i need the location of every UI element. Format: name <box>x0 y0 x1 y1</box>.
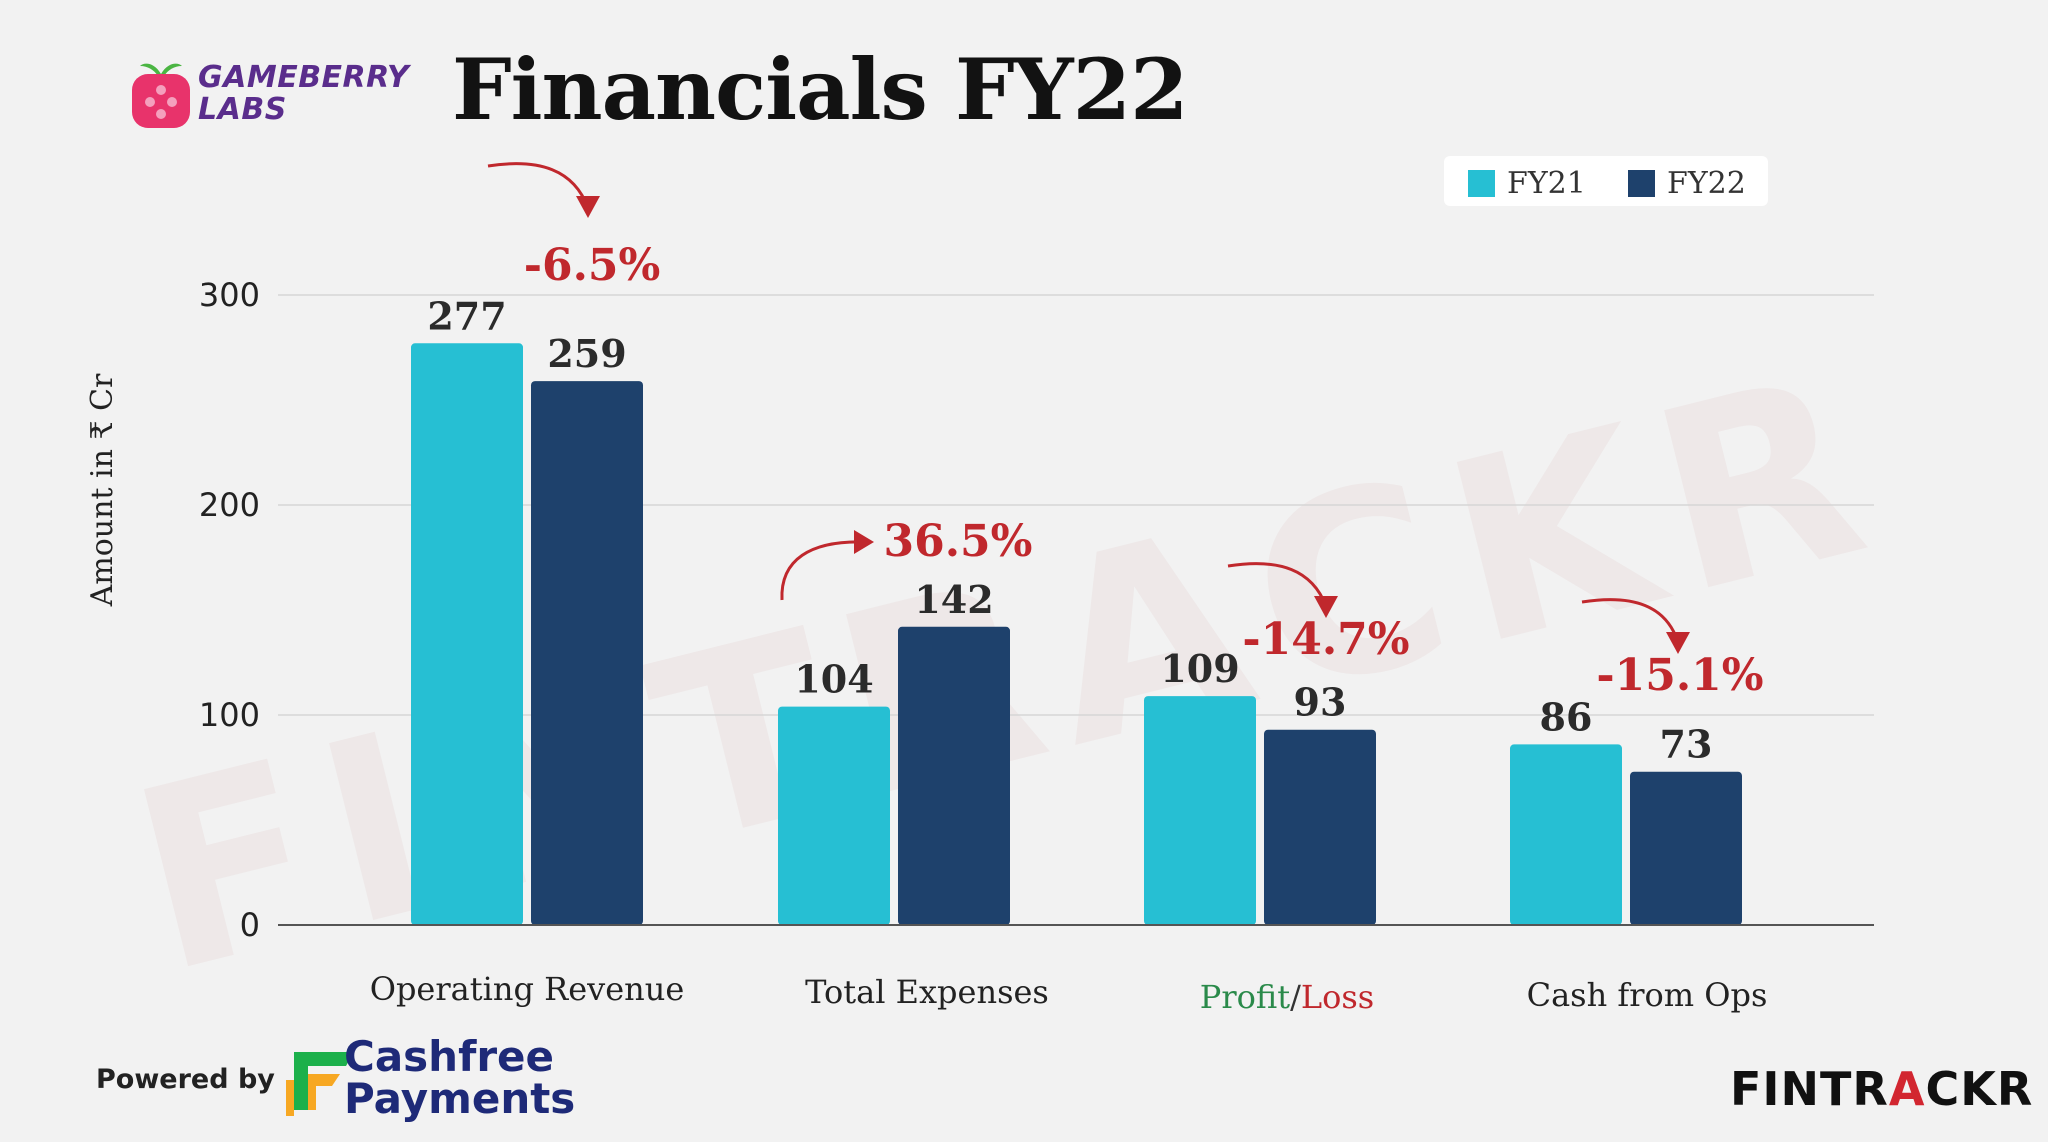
annotation-arrow-2 <box>1227 562 1328 607</box>
bar-fy22-1 <box>898 626 1010 925</box>
legend-swatch-fy21 <box>1468 170 1495 197</box>
chart-legend: FY21 FY22 <box>1444 156 1768 206</box>
annotation-arrowhead-1 <box>854 530 874 554</box>
data-label-fy21-2: 109 <box>1160 646 1239 691</box>
y-axis-label: Amount in ₹ Cr <box>85 373 120 607</box>
cashfree-line-2: Payments <box>344 1074 576 1123</box>
y-tick-label-300: 300 <box>199 276 260 314</box>
annotation-text-0: -6.5% <box>524 240 661 291</box>
annotation-arrow-3 <box>1581 598 1680 643</box>
axes: 0 100 200 300 Amount in ₹ Cr Operating Revenu… <box>85 276 1874 1016</box>
bar-fy21-0 <box>411 343 523 925</box>
x-category-label-3: Cash from Ops <box>1527 976 1768 1014</box>
legend-swatch-fy22 <box>1628 170 1655 197</box>
annotation-arrowhead-3 <box>1666 632 1690 654</box>
berry-icon <box>132 63 190 128</box>
annotation-arrow-1 <box>780 540 867 601</box>
bars <box>411 343 1742 926</box>
legend-label-fy21: FY21 <box>1507 166 1586 201</box>
gameberry-logo-text: GAMEBERRY LABS <box>198 62 409 126</box>
cashfree-line-1: Cashfree <box>344 1032 555 1081</box>
bar-fy21-2 <box>1144 696 1256 925</box>
cashfree-logo-icon <box>286 1052 354 1116</box>
bar-fy21-1 <box>778 706 890 925</box>
x-category-label-0: Operating Revenue <box>370 970 685 1008</box>
logo-line-2: LABS <box>198 92 287 127</box>
legend-item-fy21: FY21 <box>1468 166 1586 201</box>
x-category-label-part-2: Loss <box>1301 978 1374 1016</box>
fintrackr-part-1: FINTR <box>1730 1062 1889 1116</box>
bar-fy21-3 <box>1510 744 1622 925</box>
annotation-text-1: 36.5% <box>884 516 1033 567</box>
bar-fy22-0 <box>531 381 643 926</box>
annotation-text-2: -14.7% <box>1242 614 1409 665</box>
data-label-fy22-1: 142 <box>914 577 993 622</box>
data-label-fy21-1: 104 <box>794 657 873 702</box>
bar-fy22-3 <box>1630 771 1742 925</box>
powered-by-label: Powered by <box>96 1064 275 1095</box>
x-category-label-1: Total Expenses <box>805 973 1049 1011</box>
annotation-text-3: -15.1% <box>1596 650 1763 701</box>
cashfree-wordmark: Cashfree Payments <box>344 1036 575 1120</box>
fintrackr-part-2: A <box>1888 1062 1926 1116</box>
logo-line-1: GAMEBERRY <box>198 60 410 95</box>
page-title: Financials FY22 <box>452 40 1189 139</box>
data-label-fy22-3: 73 <box>1660 722 1713 767</box>
data-label-fy22-0: 259 <box>547 331 626 376</box>
annotations: -6.5% 36.5% -14.7% -15.1% <box>487 162 1764 701</box>
data-labels: 277 259 104 142 109 93 86 73 <box>427 293 1712 766</box>
legend-item-fy22: FY22 <box>1628 166 1746 201</box>
y-tick-label-100: 100 <box>199 696 260 734</box>
data-label-fy21-3: 86 <box>1540 694 1593 739</box>
bar-fy22-2 <box>1264 729 1376 925</box>
annotation-arrowhead-0 <box>576 196 600 218</box>
data-label-fy21-0: 277 <box>427 293 506 338</box>
fintrackr-part-3: CKR <box>1925 1062 2034 1116</box>
x-category-label-2: Profit/Loss <box>1200 978 1374 1016</box>
annotation-arrow-0 <box>487 162 590 209</box>
y-tick-label-0: 0 <box>240 906 260 944</box>
fintrackr-logo: FINTRACKR <box>1730 1062 2033 1116</box>
x-category-label-part-0: Profit <box>1200 978 1290 1016</box>
y-tick-label-200: 200 <box>199 486 260 524</box>
gameberry-logo: GAMEBERRY LABS <box>130 58 420 138</box>
annotation-arrowhead-2 <box>1314 596 1338 618</box>
legend-label-fy22: FY22 <box>1667 166 1746 201</box>
data-label-fy22-2: 93 <box>1294 680 1347 725</box>
x-category-label-part-1: / <box>1290 978 1301 1016</box>
